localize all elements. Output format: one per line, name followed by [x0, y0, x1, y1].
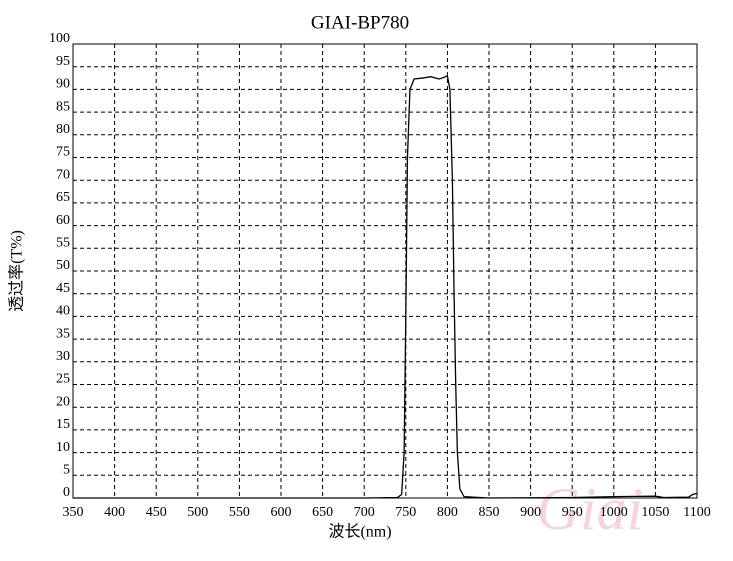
x-tick-label: 350	[63, 505, 84, 520]
x-tick-label: 850	[479, 505, 500, 520]
x-tick-label: 950	[562, 505, 583, 520]
x-axis-label: 波长(nm)	[328, 523, 391, 541]
x-tick-label: 600	[271, 505, 292, 520]
x-tick-label: 1100	[683, 505, 710, 520]
y-tick-label: 85	[56, 99, 70, 114]
y-tick-label: 45	[56, 281, 70, 296]
y-tick-label: 20	[56, 394, 70, 409]
y-tick-label: 25	[56, 372, 70, 387]
x-tick-label: 800	[437, 505, 458, 520]
y-tick-label: 55	[56, 236, 70, 251]
x-tick-label: 400	[104, 505, 125, 520]
data-line	[73, 74, 698, 499]
x-tick-label: 550	[229, 505, 250, 520]
y-tick-label: 95	[56, 54, 70, 69]
x-tick-label: 1050	[641, 505, 669, 520]
y-tick-label: 65	[56, 190, 70, 205]
y-tick-label: 100	[49, 31, 70, 46]
y-axis-label: 透过率(T%)	[8, 230, 26, 312]
x-tick-label: 900	[520, 505, 541, 520]
y-tick-label: 70	[56, 167, 70, 182]
y-tick-label: 60	[56, 213, 70, 228]
y-tick-label: 15	[56, 417, 70, 432]
chart-title: GIAI-BP780	[311, 12, 409, 33]
x-tick-label: 650	[312, 505, 333, 520]
y-tick-label: 40	[56, 304, 70, 319]
y-tick-label: 90	[56, 77, 70, 92]
x-tick-label: 700	[354, 505, 375, 520]
y-tick-label: 5	[63, 463, 70, 478]
x-tick-label: 750	[395, 505, 416, 520]
watermark: Giai	[537, 476, 644, 542]
y-tick-label: 35	[56, 326, 70, 341]
x-tick-label: 1000	[600, 505, 628, 520]
y-tick-label: 75	[56, 145, 70, 160]
y-tick-label: 0	[63, 485, 70, 500]
x-tick-label: 500	[187, 505, 208, 520]
y-tick-label: 10	[56, 440, 70, 455]
x-tick-label: 450	[146, 505, 167, 520]
y-tick-label: 50	[56, 258, 70, 273]
y-tick-label: 80	[56, 122, 70, 137]
y-tick-label: 30	[56, 349, 70, 364]
